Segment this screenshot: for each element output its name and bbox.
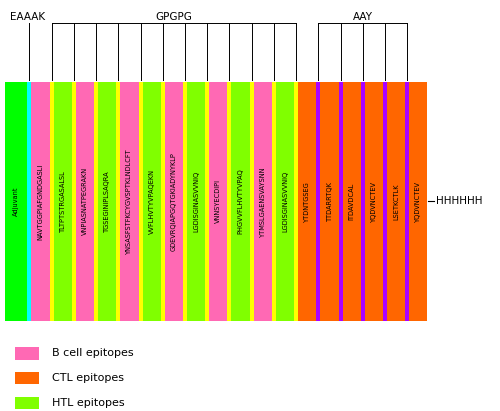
Bar	[32, 82, 50, 321]
Bar	[50, 82, 54, 321]
Text: YQDVNCTEV: YQDVNCTEV	[416, 181, 422, 222]
Text: CTL epitopes: CTL epitopes	[52, 373, 125, 383]
Bar	[138, 82, 142, 321]
Text: ITDAVDCAL: ITDAVDCAL	[348, 183, 354, 220]
Text: YNSASFSTFKCYGVSPTKLNDLCFT: YNSASFSTFKCYGVSPTKLNDLCFT	[126, 149, 132, 254]
Bar	[15, 397, 39, 409]
Bar	[387, 82, 406, 321]
Text: AAY: AAY	[353, 12, 373, 22]
Text: LGDISGINASVVNIQ: LGDISGINASVVNIQ	[282, 171, 288, 232]
Text: NAVTGGPIAFGNDGASLI: NAVTGGPIAFGNDGASLI	[38, 163, 44, 240]
Text: HTL epitopes: HTL epitopes	[52, 398, 125, 408]
Bar	[342, 82, 361, 321]
Text: PHGVVFLHVTYVPAQ: PHGVVFLHVTYVPAQ	[238, 169, 244, 234]
Bar	[183, 82, 187, 321]
Bar	[272, 82, 276, 321]
Text: HHHHHH: HHHHHH	[436, 196, 482, 206]
Text: YQDVNCTEV: YQDVNCTEV	[371, 181, 377, 222]
Bar	[338, 82, 342, 321]
Bar	[76, 82, 94, 321]
Bar	[5, 82, 27, 321]
Text: YTMSLGAENSVAYSNN: YTMSLGAENSVAYSNN	[260, 166, 266, 237]
Bar	[294, 82, 298, 321]
Bar	[254, 82, 272, 321]
Bar	[142, 82, 161, 321]
Bar	[276, 82, 294, 321]
Text: TTDARRTQK: TTDARRTQK	[326, 181, 332, 222]
Bar	[410, 82, 428, 321]
Bar	[365, 82, 383, 321]
Bar	[94, 82, 98, 321]
Text: B cell epitopes: B cell epitopes	[52, 349, 134, 358]
Text: GDEVRQIAPGQTGKIADYNYKLP: GDEVRQIAPGQTGKIADYNYKLP	[171, 152, 177, 251]
Bar	[187, 82, 205, 321]
Bar	[361, 82, 365, 321]
Bar	[15, 347, 39, 360]
Text: Adjuvant: Adjuvant	[13, 187, 19, 216]
Bar	[116, 82, 120, 321]
Bar	[383, 82, 387, 321]
Text: GPGPG: GPGPG	[156, 12, 192, 22]
Bar	[232, 82, 250, 321]
Bar	[209, 82, 228, 321]
Text: VNNSYECDIPI: VNNSYECDIPI	[216, 179, 222, 224]
Bar	[320, 82, 338, 321]
Bar	[15, 372, 39, 384]
Text: EAAAK: EAAAK	[10, 12, 45, 22]
Text: YTDNTGSEG: YTDNTGSEG	[304, 181, 310, 222]
Bar	[316, 82, 320, 321]
Bar	[228, 82, 232, 321]
Text: LSETKCTLK: LSETKCTLK	[393, 183, 399, 219]
Bar	[98, 82, 116, 321]
Text: VVFLHVTYVPAQEKN: VVFLHVTYVPAQEKN	[148, 169, 154, 234]
Text: LGDISGINASVVNIQ: LGDISGINASVVNIQ	[193, 171, 199, 232]
Bar	[72, 82, 76, 321]
Bar	[54, 82, 72, 321]
Text: VNPIASNATPEGRAKN: VNPIASNATPEGRAKN	[82, 167, 88, 236]
Bar	[165, 82, 183, 321]
Bar	[27, 82, 32, 321]
Bar	[161, 82, 165, 321]
Bar	[120, 82, 138, 321]
Text: TGSEGINIPLSAQRA: TGSEGINIPLSAQRA	[104, 171, 110, 232]
Bar	[250, 82, 254, 321]
Bar	[298, 82, 316, 321]
Bar	[205, 82, 209, 321]
Text: TLTPTSTRGASALSL: TLTPTSTRGASALSL	[60, 171, 66, 232]
Bar	[406, 82, 409, 321]
